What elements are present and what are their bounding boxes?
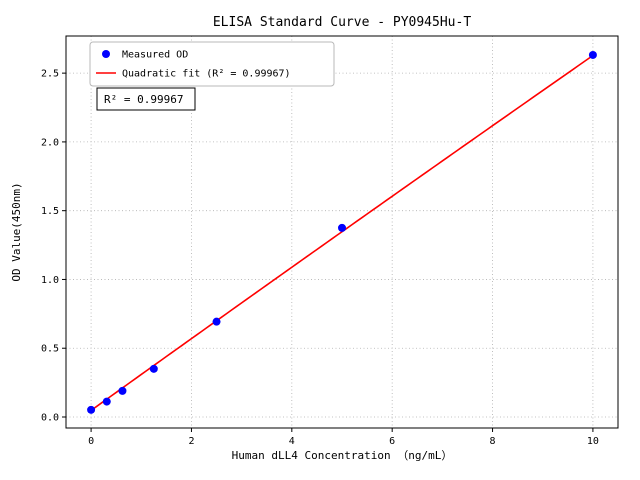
legend: Measured OD Quadratic fit (R² = 0.99967) [89, 41, 335, 87]
chart-title: ELISA Standard Curve - PY0945Hu-T [213, 15, 471, 30]
y-tick-label: 2.0 [41, 137, 59, 148]
legend-label-measured-od: Measured OD [122, 50, 188, 61]
x-tick-label: 2 [188, 436, 194, 447]
x-tick-label: 8 [490, 436, 496, 447]
y-tick-label: 1.0 [41, 275, 59, 286]
x-axis-label: Human dLL4 Concentration （ng/mL） [232, 449, 453, 462]
data-point [102, 397, 111, 406]
data-point [87, 405, 96, 414]
data-point [149, 364, 158, 373]
y-tick-label: 2.5 [41, 69, 59, 80]
r-squared-annotation: R² = 0.99967 [96, 87, 196, 111]
data-point [338, 223, 346, 232]
data-point [588, 50, 597, 59]
x-tick-label: 4 [289, 436, 295, 447]
y-axis-ticks: 0.0 0.5 1.0 1.5 2.0 2.5 [41, 69, 66, 423]
data-point [118, 386, 127, 395]
x-axis-ticks: 0 2 4 6 8 10 [88, 428, 599, 447]
y-tick-label: 0.0 [41, 412, 59, 423]
data-point [212, 317, 221, 326]
legend-marker-measured-od [102, 50, 110, 58]
y-axis-label: OD Value(450nm) [10, 182, 23, 281]
legend-label-quadratic-fit: Quadratic fit (R² = 0.99967) [122, 69, 291, 80]
y-tick-label: 1.5 [41, 206, 59, 217]
x-tick-label: 0 [88, 436, 94, 447]
x-tick-label: 6 [389, 436, 395, 447]
plot-frame [65, 35, 619, 429]
x-tick-label: 10 [587, 436, 599, 447]
r-squared-text: R² = 0.99967 [104, 93, 183, 106]
measured-od-points [87, 50, 597, 414]
y-tick-label: 0.5 [41, 344, 59, 355]
